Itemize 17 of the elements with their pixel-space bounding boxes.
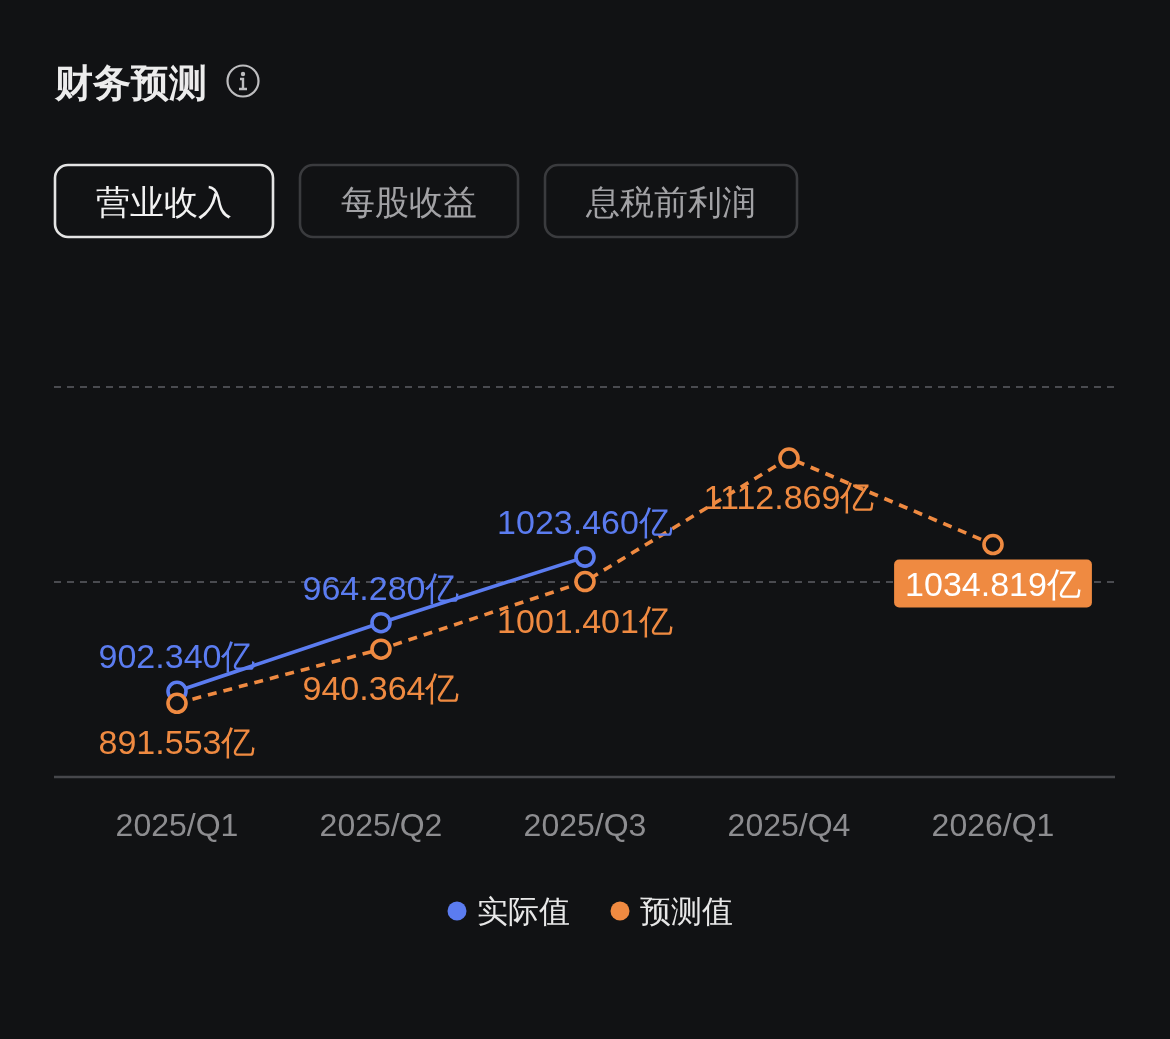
point bbox=[778, 447, 800, 469]
value-label: 1023.460亿 bbox=[497, 503, 673, 542]
point bbox=[574, 570, 596, 593]
label-highlight: 1034.819亿 bbox=[894, 559, 1092, 608]
value-label: 940.364亿 bbox=[302, 669, 460, 708]
value-label: 891.553亿 bbox=[98, 723, 256, 762]
data-label: 1034.819亿 bbox=[905, 564, 1081, 603]
point bbox=[370, 611, 392, 634]
point bbox=[166, 692, 188, 715]
title: 财务预测 bbox=[55, 62, 207, 104]
legend-label: 预测值 bbox=[640, 894, 733, 929]
point bbox=[370, 638, 392, 660]
value-label: 1112.869亿 bbox=[703, 478, 875, 517]
legend-label: 实际值 bbox=[477, 894, 570, 929]
point bbox=[574, 546, 596, 568]
point bbox=[982, 533, 1004, 556]
value-label: 1001.401亿 bbox=[497, 601, 673, 640]
